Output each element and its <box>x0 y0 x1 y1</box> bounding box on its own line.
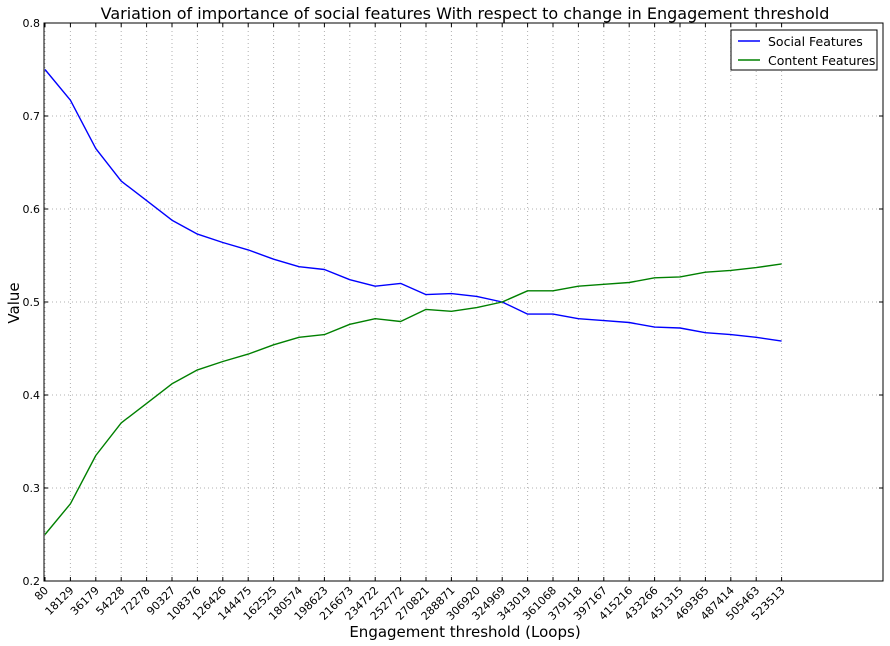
legend-box <box>730 29 878 71</box>
series-layer <box>44 69 782 535</box>
legend-label-content-features: Content Features <box>768 53 875 68</box>
y-tick-label: 0.5 <box>23 296 41 309</box>
y-axis-label: Value <box>5 282 23 323</box>
y-tick-label: 0.7 <box>23 110 41 123</box>
plot-frame <box>43 22 884 582</box>
x-axis-label: Engagement threshold (Loops) <box>349 623 580 641</box>
axis-ticks: 8018129361795422872278903271083761264261… <box>23 17 883 623</box>
y-tick-label: 0.3 <box>23 482 41 495</box>
grid <box>44 23 883 581</box>
chart-title: Variation of importance of social featur… <box>101 4 830 23</box>
legend: Social Features Content Features <box>730 29 878 71</box>
y-tick-label: 0.2 <box>23 575 41 588</box>
y-tick-label: 0.8 <box>23 17 41 30</box>
y-tick-label: 0.6 <box>23 203 41 216</box>
legend-label-social-features: Social Features <box>768 34 863 49</box>
y-tick-label: 0.4 <box>23 389 41 402</box>
series-line-content-features <box>44 263 782 535</box>
series-line-social-features <box>44 69 782 342</box>
